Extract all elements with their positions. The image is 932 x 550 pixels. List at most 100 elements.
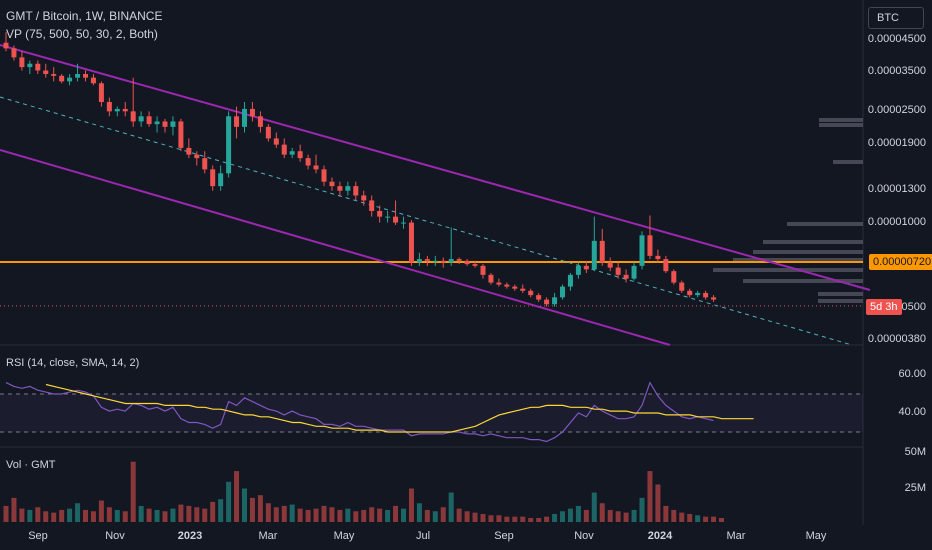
volume-bar <box>242 488 247 522</box>
volume-label[interactable]: Vol · GMT <box>6 459 56 471</box>
volume-bar <box>575 505 581 522</box>
time-tick: 2023 <box>177 530 203 542</box>
currency-button[interactable]: BTC <box>868 7 924 29</box>
candle-body <box>369 200 375 211</box>
time-tick: Mar <box>258 530 278 542</box>
candle-body <box>480 265 486 275</box>
candle-body <box>401 222 406 224</box>
volume-bar <box>273 507 279 522</box>
volume-bar <box>567 508 573 522</box>
candle-body <box>146 116 152 125</box>
indicator-label[interactable]: VP (75, 500, 50, 30, 2, Both) <box>6 27 158 41</box>
volume-bar <box>90 511 96 522</box>
candle-body <box>591 240 597 270</box>
candle-body <box>544 299 550 305</box>
candle-body <box>11 48 17 58</box>
candle-body <box>289 151 295 155</box>
volume-bar <box>289 504 295 522</box>
volume-bar <box>607 509 613 522</box>
candle-body <box>59 75 65 82</box>
candle-body <box>242 108 247 127</box>
candle-body <box>615 267 621 275</box>
candle-body <box>393 216 399 223</box>
volume-bar <box>408 488 414 522</box>
volume-bar <box>305 509 311 522</box>
volume-bar <box>35 507 41 522</box>
volume-profile-bar <box>818 292 863 296</box>
volume-bar <box>472 512 478 522</box>
volume-bar <box>257 495 263 522</box>
volume-profile-bar <box>819 118 863 122</box>
volume-bar <box>130 461 136 522</box>
volume-bar <box>98 500 104 522</box>
candle-body <box>114 108 120 112</box>
volume-bar <box>234 471 240 522</box>
channel-midline <box>0 96 853 346</box>
candle-body <box>472 264 478 266</box>
volume-bar <box>43 511 49 522</box>
price-tick: 0.00000380 <box>867 333 926 345</box>
candle-body <box>512 286 518 289</box>
rsi-line <box>5 381 714 443</box>
volume-bar <box>114 509 120 522</box>
volume-bar <box>544 516 550 522</box>
volume-bar <box>560 511 565 522</box>
candle-body <box>623 274 629 279</box>
candle-body <box>663 259 669 272</box>
candle-body <box>703 292 709 298</box>
candle-body <box>106 102 112 112</box>
volume-bar <box>512 516 518 522</box>
candle-body <box>528 290 534 296</box>
candle-body <box>687 290 693 296</box>
candle-body <box>249 108 255 117</box>
price-tick: 0.00001900 <box>867 137 926 149</box>
candle-body <box>178 121 184 148</box>
candle-body <box>345 186 351 191</box>
volume-bar <box>11 497 17 522</box>
price-tick: 0.00001300 <box>867 183 926 195</box>
candle-body <box>353 186 359 196</box>
volume-bar <box>83 509 88 522</box>
volume-bar <box>353 511 359 522</box>
candle-body <box>488 274 494 283</box>
candle-body <box>3 42 9 49</box>
price-tick: 0.00002500 <box>867 104 926 116</box>
channel-upper <box>0 44 871 291</box>
candle-body <box>35 63 41 71</box>
candle-body <box>560 286 565 298</box>
countdown-badge: 5d 3h <box>866 299 902 315</box>
volume-profile-bar <box>753 250 863 254</box>
volume-tick: 25M <box>904 482 926 494</box>
candle-body <box>83 74 88 78</box>
volume-bar <box>385 509 391 522</box>
volume-profile-bar <box>713 268 863 272</box>
candle-body <box>138 116 144 122</box>
candle-body <box>313 165 319 170</box>
candle-body <box>647 235 653 256</box>
candle-body <box>567 274 573 287</box>
volume-bar <box>424 509 430 522</box>
volume-bar <box>528 517 534 522</box>
rsi-sma-line <box>45 383 754 433</box>
candle-body <box>154 121 160 125</box>
volume-profile-bar <box>743 279 863 283</box>
volume-bar <box>687 513 693 522</box>
volume-bar <box>647 471 653 522</box>
candle-body <box>210 169 216 187</box>
volume-bar <box>711 516 717 522</box>
rsi-label[interactable]: RSI (14, close, SMA, 14, 2) <box>6 357 140 369</box>
candle-body <box>536 295 542 300</box>
volume-bar <box>178 504 184 522</box>
volume-bar <box>456 508 462 522</box>
candle-body <box>424 259 430 261</box>
candle-body <box>75 74 81 78</box>
candle-body <box>98 83 104 103</box>
volume-bar <box>67 508 73 522</box>
volume-bar <box>51 512 57 522</box>
volume-bar <box>671 509 677 522</box>
volume-bar <box>615 511 621 522</box>
time-tick: Sep <box>494 530 514 542</box>
time-tick: Sep <box>28 530 48 542</box>
price-tick: 0.00003500 <box>867 65 926 77</box>
